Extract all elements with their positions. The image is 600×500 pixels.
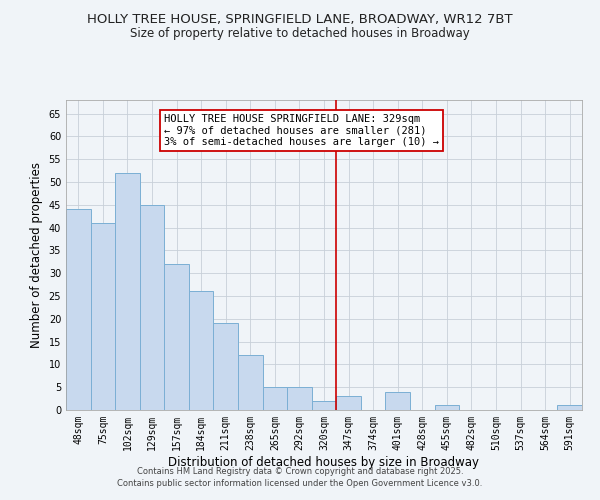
Bar (164, 264, 189, 410)
Bar (336, 396, 361, 410)
Bar (91, 223, 115, 410)
Bar (263, 387, 287, 410)
Bar (312, 401, 336, 410)
Bar (434, 406, 459, 410)
Bar (189, 292, 214, 410)
X-axis label: Distribution of detached houses by size in Broadway: Distribution of detached houses by size … (169, 456, 479, 468)
Y-axis label: Number of detached properties: Number of detached properties (30, 162, 43, 348)
Bar (238, 356, 263, 410)
Text: HOLLY TREE HOUSE, SPRINGFIELD LANE, BROADWAY, WR12 7BT: HOLLY TREE HOUSE, SPRINGFIELD LANE, BROA… (87, 12, 513, 26)
Bar (214, 324, 238, 410)
Bar (140, 205, 164, 410)
Text: Size of property relative to detached houses in Broadway: Size of property relative to detached ho… (130, 28, 470, 40)
Bar (66, 210, 91, 410)
Text: Contains HM Land Registry data © Crown copyright and database right 2025.
Contai: Contains HM Land Registry data © Crown c… (118, 466, 482, 487)
Bar (115, 173, 140, 410)
Bar (385, 392, 410, 410)
Bar (287, 387, 312, 410)
Text: HOLLY TREE HOUSE SPRINGFIELD LANE: 329sqm
← 97% of detached houses are smaller (: HOLLY TREE HOUSE SPRINGFIELD LANE: 329sq… (164, 114, 439, 147)
Bar (557, 406, 582, 410)
